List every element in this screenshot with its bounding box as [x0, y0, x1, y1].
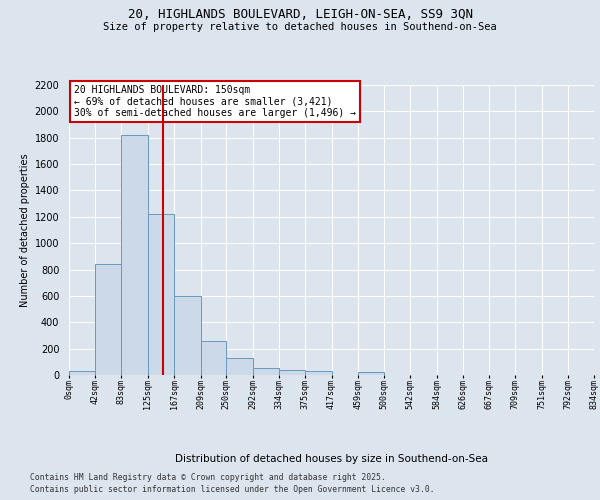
Bar: [121, 135, 148, 375]
Bar: [95, 264, 121, 375]
Bar: [200, 342, 226, 375]
X-axis label: Distribution of detached houses by size in Southend-on-Sea: Distribution of detached houses by size …: [175, 454, 488, 464]
Bar: [69, 371, 95, 375]
Bar: [279, 370, 305, 375]
Text: 20 HIGHLANDS BOULEVARD: 150sqm
← 69% of detached houses are smaller (3,421)
30% : 20 HIGHLANDS BOULEVARD: 150sqm ← 69% of …: [74, 85, 356, 118]
Bar: [253, 368, 279, 375]
Text: Contains HM Land Registry data © Crown copyright and database right 2025.: Contains HM Land Registry data © Crown c…: [30, 472, 386, 482]
Bar: [358, 372, 384, 375]
Bar: [226, 358, 253, 375]
Bar: [174, 296, 200, 375]
Text: Contains public sector information licensed under the Open Government Licence v3: Contains public sector information licen…: [30, 485, 434, 494]
Y-axis label: Number of detached properties: Number of detached properties: [20, 153, 31, 307]
Bar: [148, 214, 174, 375]
Text: Size of property relative to detached houses in Southend-on-Sea: Size of property relative to detached ho…: [103, 22, 497, 32]
Bar: [305, 371, 331, 375]
Text: 20, HIGHLANDS BOULEVARD, LEIGH-ON-SEA, SS9 3QN: 20, HIGHLANDS BOULEVARD, LEIGH-ON-SEA, S…: [128, 8, 473, 20]
